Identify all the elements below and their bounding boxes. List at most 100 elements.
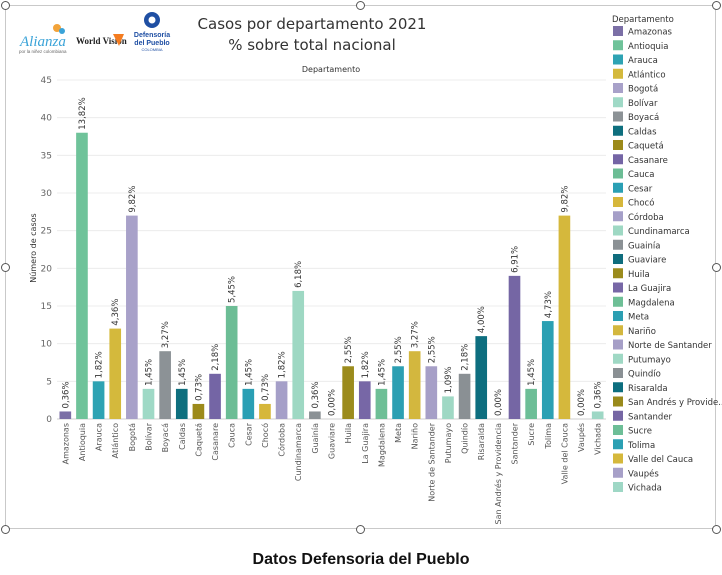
legend-item-label: Córdoba [628,212,664,223]
x-tick-label: Quindío [461,423,470,454]
legend-swatch [613,311,623,321]
legend-swatch [613,268,623,279]
x-tick-label: Vichada [594,423,603,455]
legend-swatch [613,425,623,435]
data-label: 6,91% [511,246,521,273]
resize-handle-bottom-right[interactable] [712,525,721,534]
legend-swatch [613,40,623,51]
legend-swatch [613,410,623,421]
data-label: 2,55% [394,336,404,363]
x-tick-label: Chocó [260,423,270,448]
bar-20 [375,388,388,419]
legend-swatch [613,225,623,236]
legend-swatch [613,382,623,393]
bar-16 [309,411,321,419]
legend-swatch [613,353,623,364]
legend-item-label: Vichada [628,484,662,494]
bar-11 [225,306,238,419]
legend-item-label: Vaupés [628,468,659,479]
resize-handle-top-right[interactable] [712,1,721,10]
resize-handle-top-left[interactable] [1,1,10,10]
bar-19 [358,381,371,419]
data-label: 2,18% [211,344,221,371]
legend-item-label: Magdalena [628,298,675,308]
chart-canvas: Alianza por la niñez colombiana World Vi… [19,12,722,525]
data-label: 1,45% [178,359,188,386]
x-tick-label: Vaupés [576,423,586,452]
caption: Datos Defensoria del Pueblo [252,551,470,568]
x-tick-label: Casanare [211,423,220,461]
legend-swatch [613,97,623,108]
data-label: 2,55% [427,336,437,363]
legend-item-label: Chocó [628,198,654,209]
data-label: 2,55% [344,336,354,363]
data-label: 1,45% [244,359,254,386]
x-tick-label: Cauca [228,423,237,448]
worldvision-star-icon [113,34,124,46]
worldvision-logo-name: World Vision [76,36,127,46]
x-tick-label: Bogotá [128,423,137,451]
x-tick-label: Huila [344,423,353,444]
bar-21 [392,366,404,419]
legend-swatch [613,197,623,207]
resize-handle-middle-left[interactable] [1,263,10,272]
x-tick-label: Sucre [527,423,536,446]
bar-22 [408,351,421,419]
y-tick-label: 30 [41,189,53,199]
x-tick-label: San Andrés y Providencia [493,423,503,525]
y-tick-label: 40 [41,114,53,124]
legend-item-label: Caldas [628,127,657,137]
data-label: 0,73% [194,374,204,401]
x-tick-label: Córdoba [277,423,287,457]
x-tick-label: La Guajira [361,423,370,464]
bar-26 [475,336,488,419]
legend-swatch [613,254,623,264]
data-label: 6,18% [294,261,304,288]
y-tick-label: 20 [41,264,53,274]
bar-13 [259,403,271,419]
y-tick-label: 45 [41,76,52,86]
data-label: 5,45% [228,276,238,303]
resize-handle-top-center[interactable] [356,1,365,10]
legend-swatch [613,168,623,179]
resize-handle-middle-right[interactable] [712,263,721,272]
legend-item-label: Huila [628,270,650,280]
x-tick-label: Guaviare [328,423,337,459]
y-tick-label: 35 [41,151,52,161]
legend-item-label: Casanare [628,156,668,166]
legend-item-label: Cauca [628,170,654,180]
bar-24 [442,396,454,419]
resize-handle-bottom-center[interactable] [356,525,365,534]
chart-title: Casos por departamento 2021 [198,15,427,33]
legend-title: Departamento [612,15,674,25]
bar-15 [292,290,305,419]
legend-item-label: La Guajira [628,284,671,294]
legend-swatch [613,396,623,407]
x-tick-label: Arauca [95,423,104,451]
data-label: 0,00% [494,389,504,416]
legend-item-label: Valle del Cauca [628,455,693,465]
legend-item-label: Caquetá [628,142,664,152]
y-tick-label: 0 [46,415,52,425]
bar-7 [159,351,171,419]
data-label: 0,73% [261,374,271,401]
bar-18 [342,366,354,419]
x-tick-label: Bolívar [145,422,154,450]
x-tick-label: Guainía [311,423,320,454]
alianza-logo-dot-icon [53,24,61,32]
resize-handle-bottom-left[interactable] [1,525,10,534]
bar-8 [175,388,188,419]
legend-swatch [613,467,623,478]
bar-3 [92,381,105,419]
legend-item-label: Amazonas [628,28,673,38]
bar-12 [242,388,255,419]
chart-frame [5,5,716,529]
data-label: 0,00% [328,389,338,416]
legend-item-label: Atlántico [628,70,666,80]
legend-item-label: San Andrés y Provide.. [628,397,722,408]
data-label: 1,82% [278,351,288,378]
legend-item-label: Boyacá [628,113,659,123]
alianza-logo-name: Alianza [19,34,66,50]
y-tick-label: 10 [41,340,53,350]
legend-item-label: Bolívar [628,99,658,109]
